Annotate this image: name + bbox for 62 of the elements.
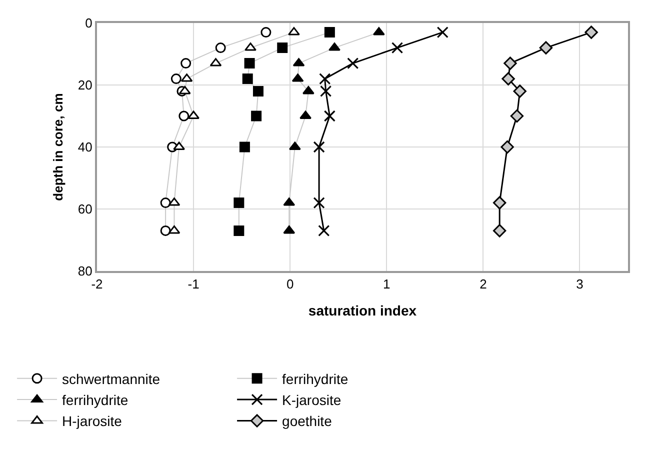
point — [178, 110, 190, 122]
point — [492, 196, 506, 210]
point — [260, 27, 272, 38]
point — [178, 86, 191, 94]
point — [170, 74, 182, 84]
point — [492, 224, 506, 238]
point — [302, 86, 314, 94]
point — [234, 198, 244, 208]
x-tick-label: -2 — [91, 276, 103, 292]
point — [436, 26, 448, 38]
point — [251, 110, 262, 122]
point — [313, 141, 325, 153]
point — [313, 197, 325, 209]
point — [318, 224, 330, 236]
point — [347, 58, 359, 70]
y-tick-label: 0 — [85, 16, 92, 31]
x-tick-label: 3 — [576, 276, 584, 292]
point — [188, 110, 200, 119]
point — [539, 41, 553, 54]
point — [502, 72, 515, 86]
legend-label: H-jarosite — [62, 413, 122, 430]
point — [252, 86, 264, 96]
point — [510, 109, 524, 123]
x-axis-title: saturation index — [308, 302, 417, 318]
point — [328, 42, 340, 51]
point — [244, 42, 256, 51]
point — [234, 225, 244, 236]
legend-label: schwertmannite — [62, 370, 160, 387]
point — [168, 225, 180, 234]
point — [324, 110, 336, 122]
point — [215, 42, 226, 54]
legend-label: K-jarosite — [282, 392, 342, 408]
point — [300, 110, 312, 119]
point — [288, 27, 300, 36]
point — [283, 225, 296, 234]
y-tick-label: 60 — [78, 202, 92, 217]
legend-label: goethite — [282, 413, 332, 430]
point — [277, 42, 288, 54]
x-tick-label: -1 — [188, 276, 200, 292]
point — [319, 73, 331, 85]
point — [160, 225, 171, 236]
point — [504, 56, 517, 70]
point — [160, 198, 171, 208]
y-tick-label: 20 — [78, 78, 92, 93]
x-tick-label: 0 — [286, 276, 294, 292]
x-tick-label: 2 — [480, 276, 487, 292]
point — [391, 42, 404, 54]
point — [513, 84, 526, 98]
legend-label: ferrihydrite — [62, 392, 128, 408]
y-axis-title: depth in core, cm — [50, 93, 66, 201]
point — [324, 27, 335, 38]
y-tick-label: 80 — [78, 264, 92, 279]
point — [242, 74, 253, 84]
point — [500, 140, 514, 154]
legend-label: ferrihydrite — [282, 370, 348, 387]
x-tick-label: 1 — [383, 276, 390, 292]
point — [584, 26, 598, 39]
point — [244, 58, 255, 69]
point — [320, 85, 332, 97]
y-tick-label: 40 — [78, 140, 92, 155]
point — [239, 142, 250, 152]
point — [180, 58, 192, 69]
